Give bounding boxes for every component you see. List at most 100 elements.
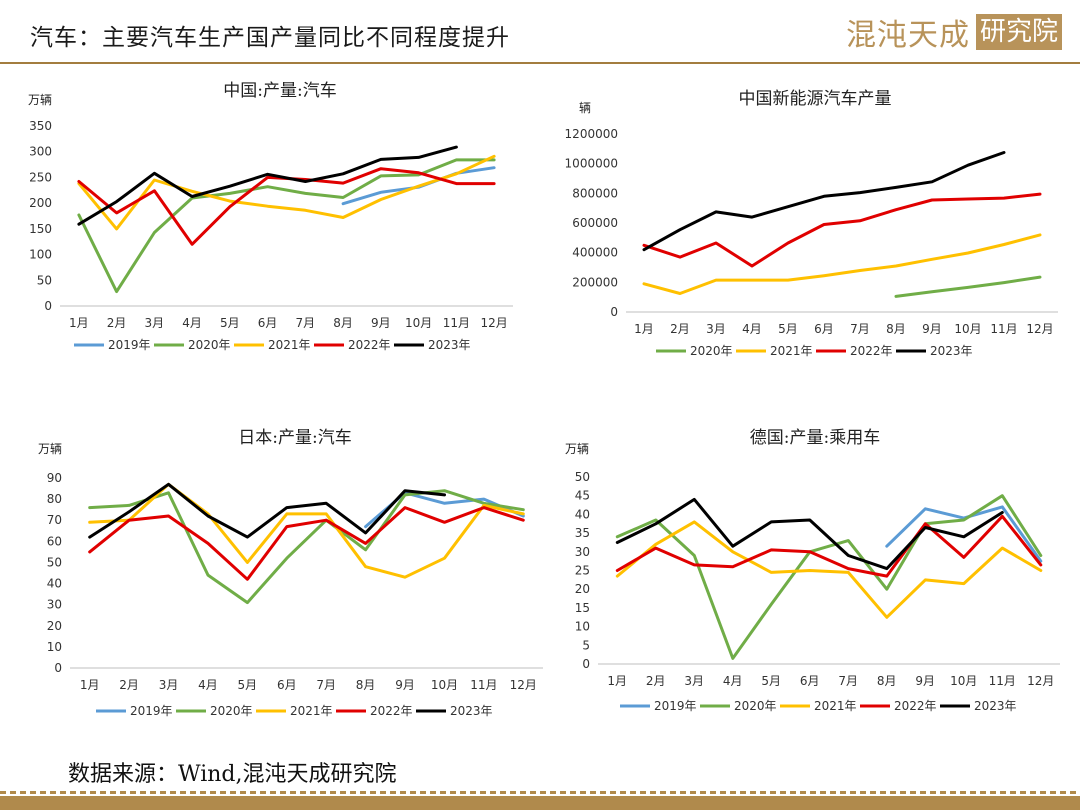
- china-y-tick: 100: [29, 248, 52, 262]
- china-nev-x-tick: 10月: [954, 322, 981, 336]
- germany-y-tick: 50: [575, 470, 590, 484]
- header-divider: [0, 62, 1080, 64]
- china-series-line-2022年: [77, 167, 496, 246]
- japan-x-tick: 5月: [238, 678, 258, 692]
- china-y-tick: 350: [29, 119, 52, 133]
- china-x-tick: 7月: [296, 316, 316, 330]
- footer-bar: [0, 796, 1080, 810]
- japan-legend-label: 2020年: [210, 704, 253, 718]
- japan-legend-label: 2021年: [290, 704, 333, 718]
- japan-x-tick: 12月: [510, 678, 537, 692]
- japan-x-tick: 1月: [80, 678, 100, 692]
- china-legend-label: 2022年: [348, 338, 391, 352]
- china-x-tick: 12月: [480, 316, 507, 330]
- china-x-tick: 10月: [405, 316, 432, 330]
- japan-y-tick: 50: [47, 555, 62, 569]
- japan-x-tick: 7月: [316, 678, 336, 692]
- china-nev-series-line-2022年: [642, 192, 1042, 268]
- germany-y-tick: 15: [575, 601, 590, 615]
- germany-x-tick: 12月: [1027, 674, 1054, 688]
- china-nev-x-tick: 8月: [886, 322, 906, 336]
- japan-y-tick: 60: [47, 534, 62, 548]
- japan-series-line-2021年: [88, 482, 525, 579]
- japan-y-tick: 90: [47, 471, 62, 485]
- japan-legend-label: 2023年: [450, 704, 493, 718]
- china-nev-x-tick: 5月: [778, 322, 798, 336]
- china-nev-series-line-2020年: [894, 275, 1042, 298]
- japan-chart-title: 日本:产量:汽车: [238, 428, 351, 448]
- japan-unit-label: 万辆: [38, 442, 62, 456]
- germany-y-tick: 20: [575, 582, 590, 596]
- china-nev-chart-title: 中国新能源汽车产量: [739, 89, 892, 109]
- germany-y-tick: 5: [582, 638, 590, 652]
- china-legend-label: 2020年: [188, 338, 231, 352]
- china-nev-legend-label: 2020年: [690, 344, 733, 358]
- china-nev-y-tick: 1200000: [565, 127, 618, 141]
- china-nev-x-tick: 12月: [1026, 322, 1053, 336]
- china-nev-series-line-2021年: [642, 233, 1042, 295]
- japan-x-tick: 4月: [198, 678, 218, 692]
- germany-chart-title: 德国:产量:乘用车: [750, 428, 880, 448]
- germany-y-tick: 10: [575, 620, 590, 634]
- china-nev-x-tick: 1月: [634, 322, 654, 336]
- china-unit-label: 万辆: [28, 93, 52, 107]
- china-nev-x-tick: 3月: [706, 322, 726, 336]
- germany-y-tick: 30: [575, 545, 590, 559]
- china-series-line-2023年: [77, 145, 458, 226]
- germany-y-tick: 40: [575, 507, 590, 521]
- china-nev-y-tick: 0: [610, 305, 618, 319]
- germany-y-tick: 45: [575, 489, 590, 503]
- china-nev-x-tick: 11月: [990, 322, 1017, 336]
- germany-x-tick: 11月: [989, 674, 1016, 688]
- germany-legend-label: 2020年: [734, 699, 777, 713]
- china-x-tick: 6月: [258, 316, 278, 330]
- japan-y-tick: 10: [47, 640, 62, 654]
- japan-y-tick: 40: [47, 577, 62, 591]
- japan-x-tick: 2月: [119, 678, 139, 692]
- logo-box: 研究院: [976, 14, 1063, 50]
- china-legend-label: 2021年: [268, 338, 311, 352]
- japan-y-tick: 70: [47, 513, 62, 527]
- china-nev-y-tick: 1000000: [565, 157, 618, 171]
- china-x-tick: 11月: [443, 316, 470, 330]
- japan-series-line-2023年: [88, 482, 446, 539]
- company-logo: 混沌天成 研究院: [846, 12, 1063, 53]
- japan-legend-label: 2022年: [370, 704, 413, 718]
- china-nev-legend-label: 2022年: [850, 344, 893, 358]
- japan-x-tick: 6月: [277, 678, 297, 692]
- china-y-tick: 250: [29, 170, 52, 184]
- china-y-tick: 50: [37, 273, 52, 287]
- japan-x-tick: 11月: [470, 678, 497, 692]
- germany-legend-label: 2023年: [974, 699, 1017, 713]
- china-x-tick: 9月: [371, 316, 391, 330]
- china-chart-title: 中国:产量:汽车: [223, 81, 336, 101]
- footer-dots: [0, 791, 1080, 794]
- germany-x-tick: 4月: [723, 674, 743, 688]
- germany-x-tick: 3月: [684, 674, 704, 688]
- logo-text: 混沌天成: [846, 18, 970, 53]
- germany-y-tick: 35: [575, 526, 590, 540]
- japan-y-tick: 20: [47, 619, 62, 633]
- germany-legend-label: 2021年: [814, 699, 857, 713]
- china-nev-legend-label: 2021年: [770, 344, 813, 358]
- japan-x-tick: 10月: [431, 678, 458, 692]
- china-y-tick: 150: [29, 222, 52, 236]
- germany-x-tick: 2月: [646, 674, 666, 688]
- page-title: 汽车：主要汽车生产国产量同比不同程度提升: [30, 25, 510, 51]
- china-series-line-2020年: [77, 158, 496, 294]
- germany-legend-label: 2022年: [894, 699, 937, 713]
- china-x-tick: 1月: [69, 316, 89, 330]
- japan-x-tick: 8月: [356, 678, 376, 692]
- germany-x-tick: 7月: [838, 674, 858, 688]
- japan-series-line-2020年: [88, 489, 525, 605]
- china-nev-y-tick: 600000: [572, 216, 618, 230]
- germany-x-tick: 1月: [607, 674, 627, 688]
- germany-y-tick: 25: [575, 564, 590, 578]
- germany-x-tick: 6月: [800, 674, 820, 688]
- germany-series-line-2023年: [615, 497, 1004, 571]
- china-nev-x-tick: 4月: [742, 322, 762, 336]
- data-source-note: 数据来源：Wind,混沌天成研究院: [68, 762, 397, 787]
- china-nev-unit-label: 辆: [579, 101, 591, 115]
- china-y-tick: 0: [44, 299, 52, 313]
